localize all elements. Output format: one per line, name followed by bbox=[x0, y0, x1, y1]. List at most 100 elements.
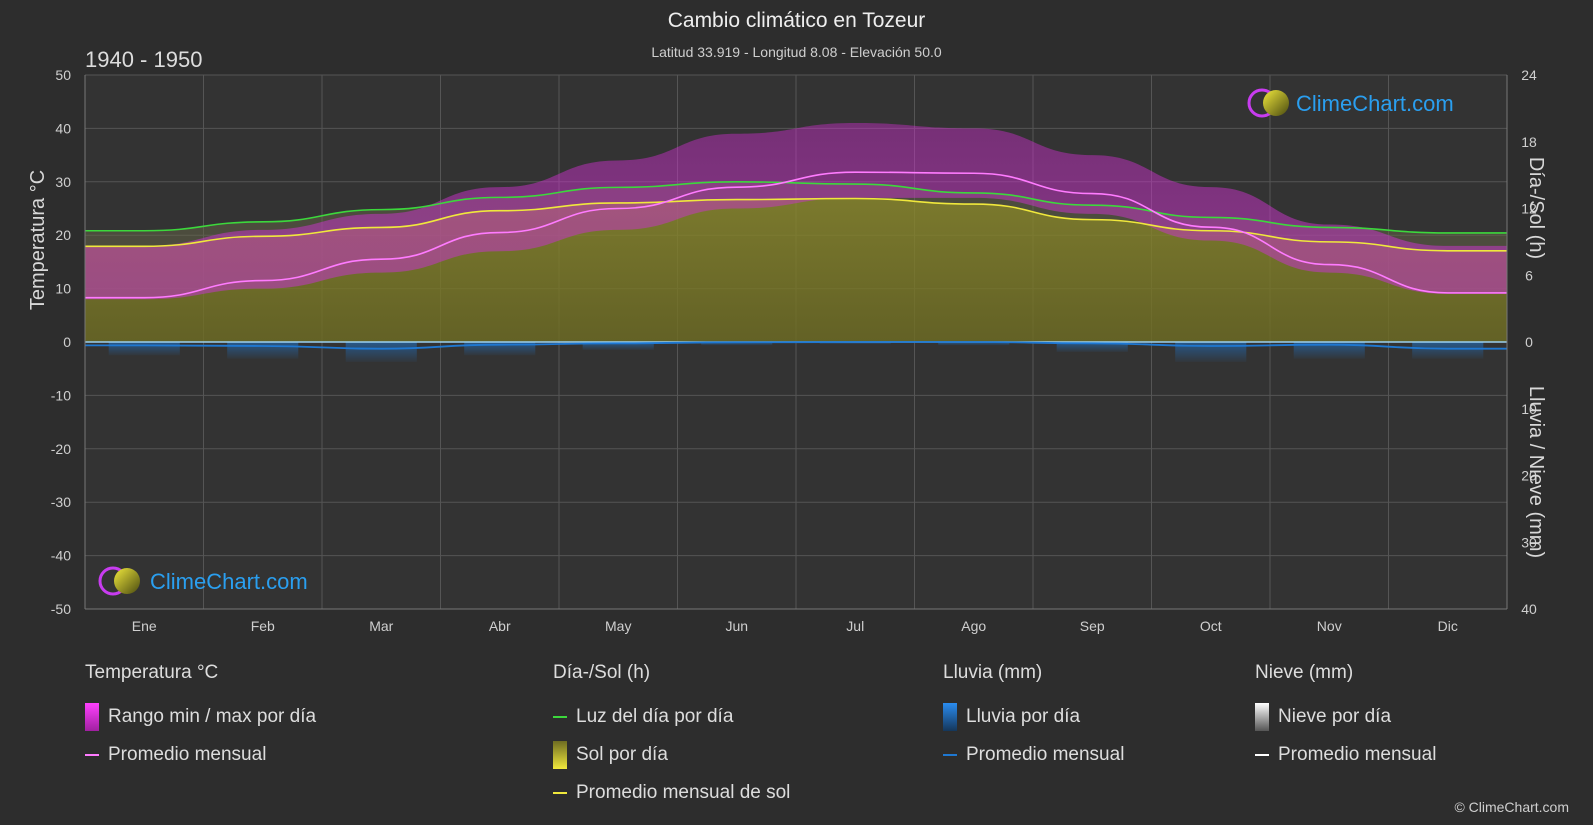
y-tick-label: -10 bbox=[51, 387, 71, 403]
legend-label: Sol por día bbox=[576, 744, 668, 765]
legend-label: Lluvia por día bbox=[966, 706, 1081, 727]
temperature-range-band bbox=[85, 123, 1507, 300]
legend-item: Promedio mensual bbox=[943, 736, 1124, 774]
legend-daylight: Día-/Sol (h) Luz del día por día Sol por… bbox=[553, 662, 790, 812]
legend-swatch bbox=[943, 703, 957, 731]
legend-temperature: Temperatura °C Rango min / max por día P… bbox=[85, 662, 316, 774]
x-tick-label: May bbox=[605, 618, 631, 634]
y-tick-label-right: 10 bbox=[1521, 401, 1537, 417]
x-tick-label: Abr bbox=[489, 618, 511, 634]
y-tick-label-right: 40 bbox=[1521, 601, 1537, 617]
x-tick-label: Sep bbox=[1080, 618, 1105, 634]
legend-item: Sol por día bbox=[553, 736, 790, 774]
legend-head: Temperatura °C bbox=[85, 662, 219, 683]
y-tick-label-right: 0 bbox=[1525, 334, 1533, 350]
legend-swatch bbox=[85, 703, 99, 731]
period-label: 1940 - 1950 bbox=[85, 47, 203, 72]
logo-sun-icon bbox=[114, 568, 140, 594]
legend-label: Promedio mensual bbox=[108, 744, 267, 765]
legend-swatch bbox=[1255, 754, 1269, 756]
legend-swatch bbox=[85, 754, 99, 756]
x-tick-label: Mar bbox=[369, 618, 393, 634]
x-tick-label: Jul bbox=[846, 618, 864, 634]
x-tick-label: Feb bbox=[251, 618, 275, 634]
x-tick-label: Nov bbox=[1317, 618, 1342, 634]
x-tick-label: Jun bbox=[725, 618, 748, 634]
rain-bar bbox=[938, 342, 1010, 346]
y-tick-label-right: 20 bbox=[1521, 468, 1537, 484]
logo-text: ClimeChart.com bbox=[1296, 91, 1454, 116]
legend-swatch bbox=[943, 754, 957, 756]
x-tick-label: Dic bbox=[1438, 618, 1458, 634]
legend-label: Promedio mensual de sol bbox=[576, 782, 791, 803]
legend-label: Promedio mensual bbox=[966, 744, 1125, 765]
y-tick-label: 10 bbox=[55, 281, 71, 297]
y-tick-label-right: 24 bbox=[1521, 67, 1537, 83]
legend-label: Luz del día por día bbox=[576, 706, 734, 727]
temperature-avg-line bbox=[85, 171, 1507, 299]
y-tick-label: 30 bbox=[55, 174, 71, 190]
legend-item: Promedio mensual de sol bbox=[553, 774, 790, 812]
y-tick-label-right: 18 bbox=[1521, 134, 1537, 150]
rain-avg-line bbox=[84, 341, 1507, 350]
rain-bar bbox=[1293, 342, 1365, 359]
data-areas bbox=[85, 123, 1507, 363]
data-lines bbox=[84, 171, 1507, 350]
legend-label: Rango min / max por día bbox=[108, 706, 317, 727]
y-tick-label: 0 bbox=[63, 334, 71, 350]
rain-bar bbox=[227, 342, 299, 359]
chart-subtitle: Latitud 33.919 - Longitud 8.08 - Elevaci… bbox=[651, 44, 942, 60]
rain-bar bbox=[108, 342, 180, 356]
logo-bottom: ClimeChart.com bbox=[98, 566, 308, 596]
legend-item: Luz del día por día bbox=[553, 698, 790, 736]
copyright: © ClimeChart.com bbox=[1454, 799, 1569, 815]
y-tick-label-right: 12 bbox=[1521, 201, 1537, 217]
logo-top: ClimeChart.com bbox=[1247, 88, 1454, 118]
legend-swatch bbox=[553, 741, 567, 769]
y-tick-label: -50 bbox=[51, 601, 71, 617]
y-tick-label: -20 bbox=[51, 441, 71, 457]
rain-bar bbox=[701, 342, 773, 346]
legend-swatch bbox=[1255, 703, 1269, 731]
legend-item: Rango min / max por día bbox=[85, 698, 316, 736]
climate-chart: 50 40 30 20 10 0 -10 -20 -30 -40 -50 24 18 12 6 0 10 20 30… bbox=[27, 67, 1547, 634]
rain-bar bbox=[345, 342, 417, 363]
legend-item: Promedio mensual bbox=[1255, 736, 1436, 774]
legend-item: Lluvia por día bbox=[943, 698, 1124, 736]
logo-text: ClimeChart.com bbox=[150, 569, 308, 594]
x-tick-label: Oct bbox=[1200, 618, 1222, 634]
legend-snow: Nieve (mm) Nieve por día Promedio mensua… bbox=[1255, 662, 1436, 774]
legend-swatch bbox=[553, 792, 567, 794]
x-tick-label: Ago bbox=[961, 618, 986, 634]
y-tick-label-right: 6 bbox=[1525, 267, 1533, 283]
sunshine-avg-line bbox=[84, 197, 1507, 252]
axes: 50 40 30 20 10 0 -10 -20 -30 -40 -50 24 18 12 6 0 10 20 30… bbox=[51, 67, 1537, 634]
rain-bar bbox=[1412, 342, 1484, 359]
y-tick-label-right: 30 bbox=[1521, 534, 1537, 550]
rain-bar bbox=[819, 342, 891, 345]
legend-head: Lluvia (mm) bbox=[943, 662, 1043, 683]
legend-swatch bbox=[553, 716, 567, 718]
y-tick-label: -40 bbox=[51, 548, 71, 564]
left-axis-title: Temperatura °C bbox=[27, 170, 49, 310]
right-axis-title-bottom: Lluvia / Nieve (mm) bbox=[1525, 386, 1547, 558]
rain-bar bbox=[582, 342, 654, 351]
rain-bar bbox=[1175, 342, 1247, 363]
legend-item: Promedio mensual bbox=[85, 736, 316, 774]
y-tick-label: 50 bbox=[55, 67, 71, 83]
rain-bar bbox=[1056, 342, 1128, 353]
legend-label: Promedio mensual bbox=[1278, 744, 1437, 765]
legend-item: Nieve por día bbox=[1255, 698, 1436, 736]
chart-title: Cambio climático en Tozeur bbox=[667, 9, 926, 32]
right-axis-title-top: Día-/Sol (h) bbox=[1525, 157, 1547, 259]
legend-head: Nieve (mm) bbox=[1255, 662, 1354, 683]
daylight-line bbox=[84, 180, 1507, 234]
legend-label: Nieve por día bbox=[1278, 706, 1392, 727]
y-tick-label: -30 bbox=[51, 494, 71, 510]
y-tick-label: 20 bbox=[55, 227, 71, 243]
logo-sun-icon bbox=[1263, 90, 1289, 116]
x-tick-label: Ene bbox=[132, 618, 157, 634]
legend-rain: Lluvia (mm) Lluvia por día Promedio mens… bbox=[943, 662, 1124, 774]
y-tick-label: 40 bbox=[55, 120, 71, 136]
legend-head: Día-/Sol (h) bbox=[553, 662, 651, 683]
